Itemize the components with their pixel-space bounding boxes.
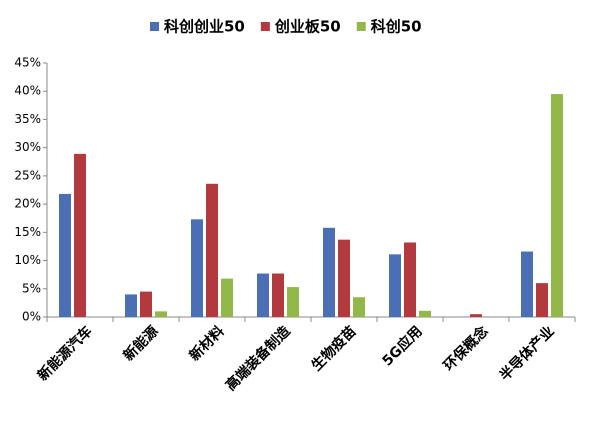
x-tick-label: 新材料	[186, 323, 228, 365]
x-tick-label: 半导体产业	[496, 323, 558, 385]
bar	[323, 227, 335, 317]
bar	[419, 310, 431, 317]
bar	[404, 242, 416, 317]
y-tick-label: 45%	[14, 56, 41, 70]
bar	[191, 219, 203, 317]
bar	[206, 183, 218, 317]
y-tick-label: 5%	[22, 281, 41, 295]
x-tick-label: 生物疫苗	[308, 323, 360, 375]
bar	[59, 193, 71, 317]
legend-swatch	[260, 22, 270, 31]
legend-swatch	[150, 22, 159, 31]
bar	[287, 287, 299, 317]
x-tick-label: 新能源汽车	[34, 323, 96, 385]
y-tick-label: 10%	[14, 253, 41, 267]
bar	[257, 273, 269, 317]
bar	[536, 283, 548, 317]
y-tick-label: 15%	[14, 225, 41, 239]
y-tick-label: 30%	[14, 140, 41, 154]
bar	[155, 311, 167, 317]
bar	[221, 278, 233, 317]
y-tick-label: 25%	[14, 168, 41, 182]
bar	[551, 94, 563, 318]
bar	[272, 273, 284, 317]
y-tick-label: 20%	[14, 197, 41, 211]
legend-label: 科创创业50	[164, 18, 245, 36]
legend-swatch	[356, 22, 366, 31]
x-tick-label: 新能源	[120, 323, 162, 365]
y-tick-label: 40%	[14, 84, 41, 98]
bar	[74, 153, 86, 317]
x-tick-label: 环保概念	[440, 322, 492, 374]
bar	[338, 239, 350, 317]
bar	[140, 291, 152, 317]
bar	[353, 297, 365, 317]
x-tick-label: 高端装备制造	[222, 323, 293, 394]
bar	[521, 251, 533, 317]
legend-label: 创业板50	[274, 18, 341, 36]
y-tick-label: 35%	[14, 112, 41, 126]
bar	[125, 294, 137, 317]
legend-label: 科创50	[371, 18, 422, 36]
bar	[389, 254, 401, 317]
bar	[470, 314, 482, 317]
x-tick-label: 5G应用	[379, 323, 426, 370]
y-tick-label: 0%	[22, 310, 41, 324]
